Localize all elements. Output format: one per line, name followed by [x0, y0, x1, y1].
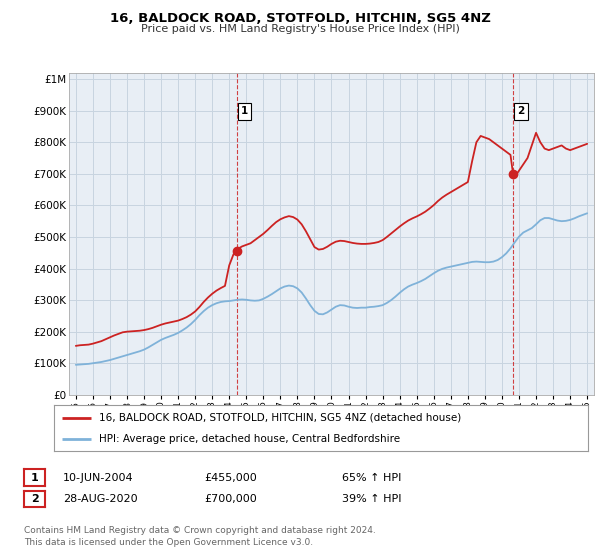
Text: 1: 1 — [241, 106, 248, 116]
Text: 16, BALDOCK ROAD, STOTFOLD, HITCHIN, SG5 4NZ (detached house): 16, BALDOCK ROAD, STOTFOLD, HITCHIN, SG5… — [100, 413, 461, 423]
Text: 28-AUG-2020: 28-AUG-2020 — [63, 494, 137, 504]
Text: 1: 1 — [31, 473, 38, 483]
Text: 2: 2 — [31, 494, 38, 504]
Text: 16, BALDOCK ROAD, STOTFOLD, HITCHIN, SG5 4NZ: 16, BALDOCK ROAD, STOTFOLD, HITCHIN, SG5… — [110, 12, 490, 25]
Text: 2: 2 — [517, 106, 524, 116]
Text: 10-JUN-2004: 10-JUN-2004 — [63, 473, 134, 483]
Text: £700,000: £700,000 — [204, 494, 257, 504]
Text: Contains HM Land Registry data © Crown copyright and database right 2024.
This d: Contains HM Land Registry data © Crown c… — [24, 526, 376, 547]
Text: Price paid vs. HM Land Registry's House Price Index (HPI): Price paid vs. HM Land Registry's House … — [140, 24, 460, 34]
Text: 39% ↑ HPI: 39% ↑ HPI — [342, 494, 401, 504]
Text: 65% ↑ HPI: 65% ↑ HPI — [342, 473, 401, 483]
Text: £455,000: £455,000 — [204, 473, 257, 483]
Text: HPI: Average price, detached house, Central Bedfordshire: HPI: Average price, detached house, Cent… — [100, 435, 401, 444]
